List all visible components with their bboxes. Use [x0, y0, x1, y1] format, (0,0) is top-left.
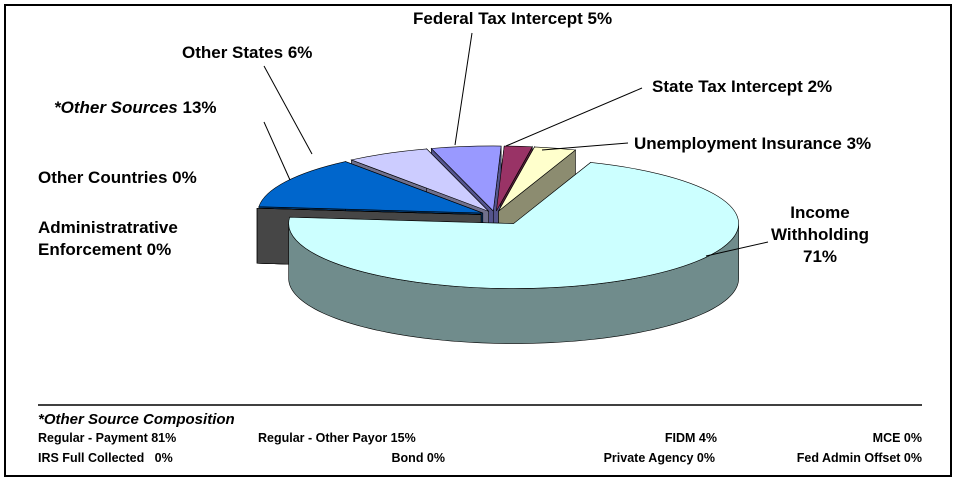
leader-line [263, 121, 291, 181]
leader-line [541, 142, 629, 151]
leader-line [263, 65, 313, 155]
label-value: 13% [182, 98, 217, 117]
composition-item: Fed Admin Offset 0% [796, 451, 922, 465]
composition-item: Regular - Other Payor 15% [258, 431, 416, 445]
composition-item: MCE 0% [872, 431, 922, 445]
slice [288, 162, 739, 289]
label-name: Other Countries [38, 168, 168, 187]
slice-label: *Other Sources 13% [54, 97, 217, 119]
composition-title: *Other Source Composition [38, 411, 235, 428]
slice [257, 207, 482, 215]
composition-item: IRS Full Collected 0% [38, 451, 173, 465]
composition-item: Private Agency 0% [603, 451, 715, 465]
slice-label: Administratrative Enforcement 0% [38, 217, 238, 261]
label-name: Administratrative Enforcement [38, 218, 178, 259]
pie [256, 145, 739, 344]
composition-item: Regular - Payment 81% [38, 431, 177, 445]
slice [350, 148, 489, 212]
slice [430, 145, 502, 212]
composition-item: FIDM 4% [664, 431, 717, 445]
slice-label: Unemployment Insurance 3% [634, 133, 871, 155]
label-name: Unemployment Insurance [634, 134, 842, 153]
slice [498, 146, 577, 212]
label-name: Federal Tax Intercept [413, 9, 583, 28]
slice [496, 145, 533, 212]
composition-item: Bond 0% [391, 451, 445, 465]
label-value: 6% [287, 43, 313, 62]
leader-lines [263, 32, 769, 257]
slice-label: State Tax Intercept 2% [652, 76, 832, 98]
label-value: 0% [172, 168, 197, 187]
slice-label: Other Countries 0% [38, 167, 197, 189]
label-name: State Tax Intercept [652, 77, 803, 96]
label-value: 71% [802, 247, 838, 266]
label-value: 2% [807, 77, 833, 96]
leader-line [705, 241, 769, 257]
slice [258, 161, 483, 214]
label-name: *Other Sources [54, 98, 178, 117]
label-value: 0% [146, 240, 172, 259]
label-name: Income Withholding [770, 203, 870, 244]
slice-label: Income Withholding 71% [764, 202, 876, 268]
label-name: Other States [182, 43, 284, 62]
slice-label: Federal Tax Intercept 5% [413, 8, 612, 30]
leader-line [454, 32, 473, 146]
leader-line [505, 87, 643, 147]
label-value: 5% [587, 9, 613, 28]
label-value: 3% [846, 134, 872, 153]
slice-label: Other States 6% [182, 42, 312, 64]
